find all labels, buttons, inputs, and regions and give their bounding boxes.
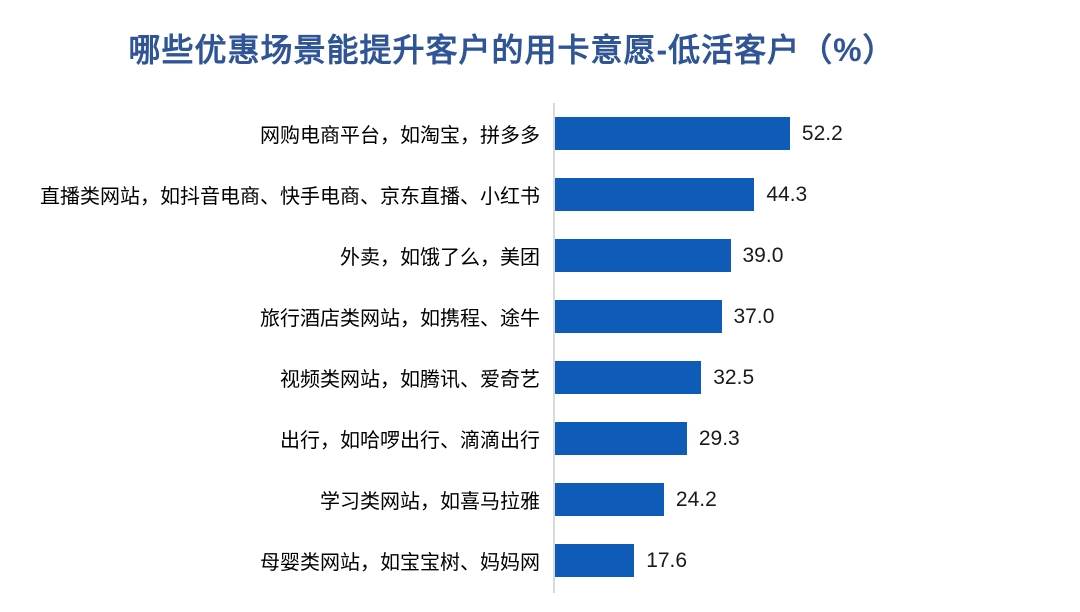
bar bbox=[555, 544, 635, 577]
title-container: 哪些优惠场景能提升客户的用卡意愿-低活客户（%） bbox=[0, 30, 1024, 72]
bar-area: 52.2 bbox=[555, 103, 1080, 164]
category-label: 学习类网站，如喜马拉雅 bbox=[320, 491, 540, 513]
category-label: 出行，如哈啰出行、滴滴出行 bbox=[280, 430, 540, 452]
value-label: 24.2 bbox=[675, 487, 717, 511]
value-label: 52.2 bbox=[801, 121, 843, 145]
bar-row: 外卖，如饿了么，美团 39.0 bbox=[0, 225, 1080, 286]
bar-area: 24.2 bbox=[555, 469, 1080, 530]
value-label: 44.3 bbox=[766, 182, 808, 206]
bar bbox=[555, 483, 664, 516]
bar bbox=[555, 422, 687, 455]
bar bbox=[555, 117, 790, 150]
bar-row: 出行，如哈啰出行、滴滴出行 29.3 bbox=[0, 408, 1080, 469]
value-label: 37.0 bbox=[733, 304, 775, 328]
bar bbox=[555, 361, 702, 394]
bar-rows: 网购电商平台，如淘宝，拼多多 52.2 直播类网站，如抖音电商、快手电商、京东直播、… bbox=[0, 103, 1080, 591]
bar-area: 29.3 bbox=[555, 408, 1080, 469]
value-label: 32.5 bbox=[713, 365, 755, 389]
value-label: 17.6 bbox=[646, 548, 688, 572]
value-label: 39.0 bbox=[742, 243, 784, 267]
bar bbox=[555, 178, 755, 211]
bar-row: 网购电商平台，如淘宝，拼多多 52.2 bbox=[0, 103, 1080, 164]
bar-area: 17.6 bbox=[555, 530, 1080, 591]
bar-area: 39.0 bbox=[555, 225, 1080, 286]
bar bbox=[555, 300, 722, 333]
bar-row: 直播类网站，如抖音电商、快手电商、京东直播、小红书 44.3 bbox=[0, 164, 1080, 225]
bar bbox=[555, 239, 731, 272]
bar-row: 学习类网站，如喜马拉雅 24.2 bbox=[0, 469, 1080, 530]
value-label: 29.3 bbox=[698, 426, 740, 450]
bar-row: 旅行酒店类网站，如携程、途牛 37.0 bbox=[0, 286, 1080, 347]
bar-chart: 网购电商平台，如淘宝，拼多多 52.2 直播类网站，如抖音电商、快手电商、京东直播、… bbox=[0, 103, 1080, 595]
category-label: 网购电商平台，如淘宝，拼多多 bbox=[260, 125, 540, 147]
category-label: 旅行酒店类网站，如携程、途牛 bbox=[260, 308, 540, 330]
chart-title: 哪些优惠场景能提升客户的用卡意愿-低活客户（%） bbox=[128, 32, 896, 68]
category-label: 外卖，如饿了么，美团 bbox=[340, 247, 540, 269]
bar-row: 母婴类网站，如宝宝树、妈妈网 17.6 bbox=[0, 530, 1080, 591]
category-label: 视频类网站，如腾讯、爱奇艺 bbox=[280, 369, 540, 391]
bar-row: 视频类网站，如腾讯、爱奇艺 32.5 bbox=[0, 347, 1080, 408]
bar-area: 32.5 bbox=[555, 347, 1080, 408]
category-label: 母婴类网站，如宝宝树、妈妈网 bbox=[260, 552, 540, 574]
bar-area: 44.3 bbox=[555, 164, 1080, 225]
y-axis-line bbox=[553, 103, 555, 593]
category-label: 直播类网站，如抖音电商、快手电商、京东直播、小红书 bbox=[40, 186, 540, 208]
bar-area: 37.0 bbox=[555, 286, 1080, 347]
